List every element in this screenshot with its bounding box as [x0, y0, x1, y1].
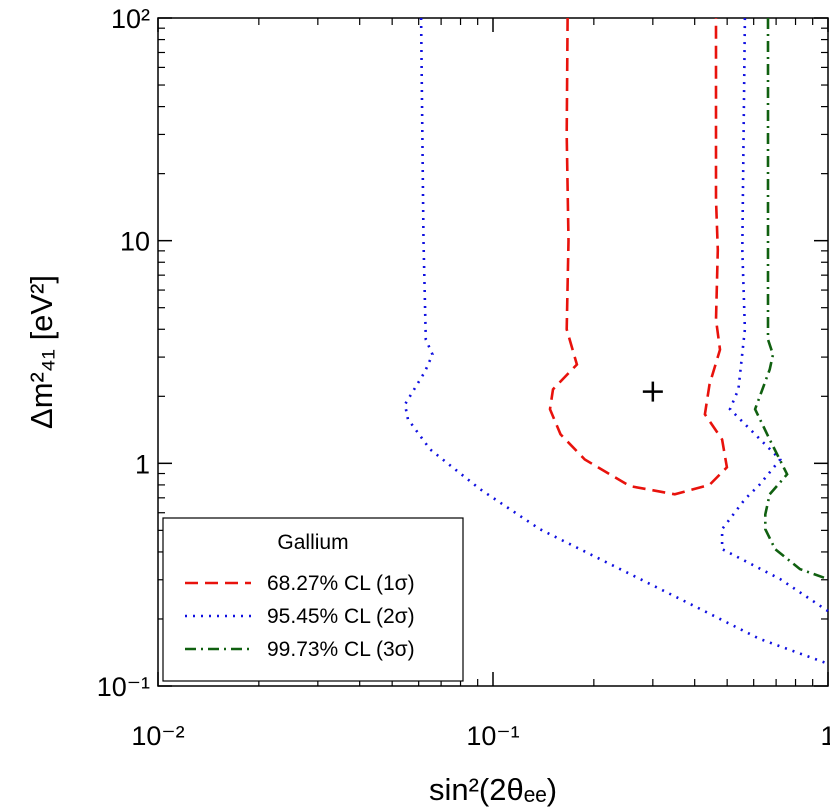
- x-tick-label: 1: [820, 721, 830, 751]
- y-tick-label: 10⁻¹: [97, 672, 150, 702]
- x-axis-label: sin²(2θₑₑ): [429, 772, 557, 807]
- x-tick-label: 10⁻²: [131, 721, 184, 751]
- contour-line: [548, 17, 729, 496]
- y-tick-label: 10²: [111, 4, 150, 34]
- legend-label: 95.45% CL (2σ): [267, 605, 415, 628]
- y-tick-label: 10: [120, 227, 150, 257]
- contour-line: [403, 17, 829, 665]
- y-axis-label: Δm²₄₁ [eV²]: [24, 275, 59, 429]
- legend-title: Gallium: [277, 531, 348, 554]
- legend-label: 99.73% CL (3σ): [267, 638, 415, 661]
- legend-box: [162, 517, 464, 682]
- y-tick-label: 1: [135, 449, 150, 479]
- contour-line: [753, 18, 829, 581]
- x-tick-label: 10⁻¹: [466, 721, 519, 751]
- legend-label: 68.27% CL (1σ): [267, 572, 415, 595]
